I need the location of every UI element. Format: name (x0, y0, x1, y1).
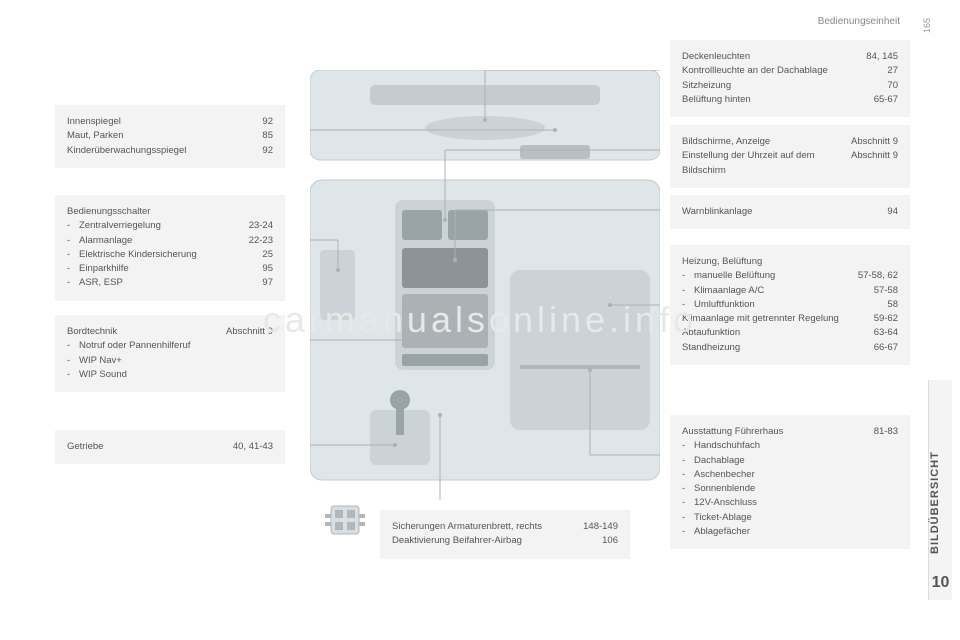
page-ref: 27 (887, 64, 898, 78)
label: Deaktivierung Beifahrer-Airbag (392, 534, 590, 548)
label: WIP Sound (79, 368, 127, 382)
page-ref: 65-67 (874, 93, 898, 107)
page-ref: 22-23 (249, 234, 273, 248)
page-ref: 92 (262, 115, 273, 129)
label: Standheizung (682, 341, 862, 355)
label: Bildschirme, Anzeige (682, 135, 839, 149)
watermark: carmanualsonline.info (263, 299, 697, 341)
label: Einstellung der Uhrzeit auf dem Bildschi… (682, 149, 839, 178)
page-ref: 94 (887, 205, 898, 219)
page-ref: 148-149 (583, 520, 618, 534)
label: Einparkhilfe (79, 262, 129, 276)
box-getriebe: Getriebe 40, 41-43 (55, 430, 285, 464)
label: Ablagefächer (694, 525, 750, 539)
label: Getriebe (67, 440, 103, 454)
box-ausstattung: Ausstattung Führerhaus 81-83 Handschuhfac… (670, 415, 910, 549)
label: WIP Nav+ (79, 354, 122, 368)
box-bildschirme: Bildschirme, Anzeige Abschnitt 9 Einstell… (670, 125, 910, 188)
label: Sitzheizung (682, 79, 875, 93)
page-ref: 58 (887, 298, 898, 312)
box-sicherungen: Sicherungen Armaturenbrett, rechts 148-14… (380, 510, 630, 559)
box-bedienungsschalter: Bedienungsschalter Zentralverriegelung 23… (55, 195, 285, 301)
box-deckenleuchten: Deckenleuchten 84, 145 Kontrollleuchte an… (670, 40, 910, 117)
label: Dachablage (694, 454, 745, 468)
label: Sonnenblende (694, 482, 755, 496)
label: Klimaanlage A/C (694, 284, 764, 298)
label: Maut, Parken (67, 129, 250, 143)
page-ref: Abschnitt 9 (851, 135, 898, 149)
page-ref: Abschnitt 9 (226, 325, 273, 339)
page-ref: 85 (262, 129, 273, 143)
label: Innenspiegel (67, 115, 250, 129)
label: Kontrollleuchte an der Dachablage (682, 64, 875, 78)
box-title: Ausstattung Führerhaus (682, 425, 783, 439)
page-ref: 84, 145 (866, 50, 898, 64)
label: Warnblinkanlage (682, 205, 752, 219)
label: Notruf oder Pannenhilferuf (79, 339, 190, 353)
label: Alarmanlage (79, 234, 132, 248)
page-ref: 23-24 (249, 219, 273, 233)
page-ref: 70 (887, 79, 898, 93)
page-ref: 40, 41-43 (233, 440, 273, 454)
page-ref: 97 (262, 276, 273, 290)
chapter-tab-label: BILDÜBERSICHT (929, 451, 941, 554)
label: Aschenbecher (694, 468, 755, 482)
label: Handschuhfach (694, 439, 760, 453)
box-bordtechnik: Bordtechnik Abschnitt 9 Notruf oder Panne… (55, 315, 285, 392)
page-ref: 57-58, 62 (858, 269, 898, 283)
label: Deckenleuchten (682, 50, 854, 64)
page-ref: 66-67 (874, 341, 898, 355)
label: Ticket-Ablage (694, 511, 752, 525)
dashboard-diagram (310, 70, 660, 500)
box-title: Heizung, Belüftung (682, 255, 898, 269)
page-number: 165 (922, 18, 932, 33)
label: Umluftfunktion (694, 298, 755, 312)
chapter-tab: BILDÜBERSICHT 10 (928, 380, 952, 600)
page-ref: Abschnitt 9 (851, 149, 898, 178)
chapter-number: 10 (929, 574, 952, 592)
page-ref: 81-83 (874, 425, 898, 439)
label: Elektrische Kindersicherung (79, 248, 197, 262)
label: 12V-Anschluss (694, 496, 757, 510)
fusebox-icon (325, 500, 365, 540)
label: Zentralverriegelung (79, 219, 161, 233)
label: Klimaanlage mit getrennter Regelung (682, 312, 862, 326)
label: ASR, ESP (79, 276, 123, 290)
label: Kinderüberwachungsspiegel (67, 144, 250, 158)
page: { "header": { "breadcrumb": "Bedienungse… (0, 0, 960, 640)
label: manuelle Belüftung (694, 269, 775, 283)
page-ref: 59-62 (874, 312, 898, 326)
box-innenspiegel: Innenspiegel 92 Maut, Parken 85 Kinderüber… (55, 105, 285, 168)
box-title: Bedienungsschalter (67, 205, 273, 219)
page-ref: 25 (262, 248, 273, 262)
page-ref: 57-58 (874, 284, 898, 298)
box-warnblink: Warnblinkanlage 94 (670, 195, 910, 229)
page-ref: 63-64 (874, 326, 898, 340)
header-breadcrumb: Bedienungseinheit (818, 16, 900, 27)
page-ref: 92 (262, 144, 273, 158)
label: Sicherungen Armaturenbrett, rechts (392, 520, 571, 534)
page-ref: 95 (262, 262, 273, 276)
box-heizung: Heizung, Belüftung manuelle Belüftung 57-… (670, 245, 910, 365)
label: Belüftung hinten (682, 93, 862, 107)
label: Abtaufunktion (682, 326, 862, 340)
page-ref: 106 (602, 534, 618, 548)
box-title: Bordtechnik (67, 325, 117, 339)
